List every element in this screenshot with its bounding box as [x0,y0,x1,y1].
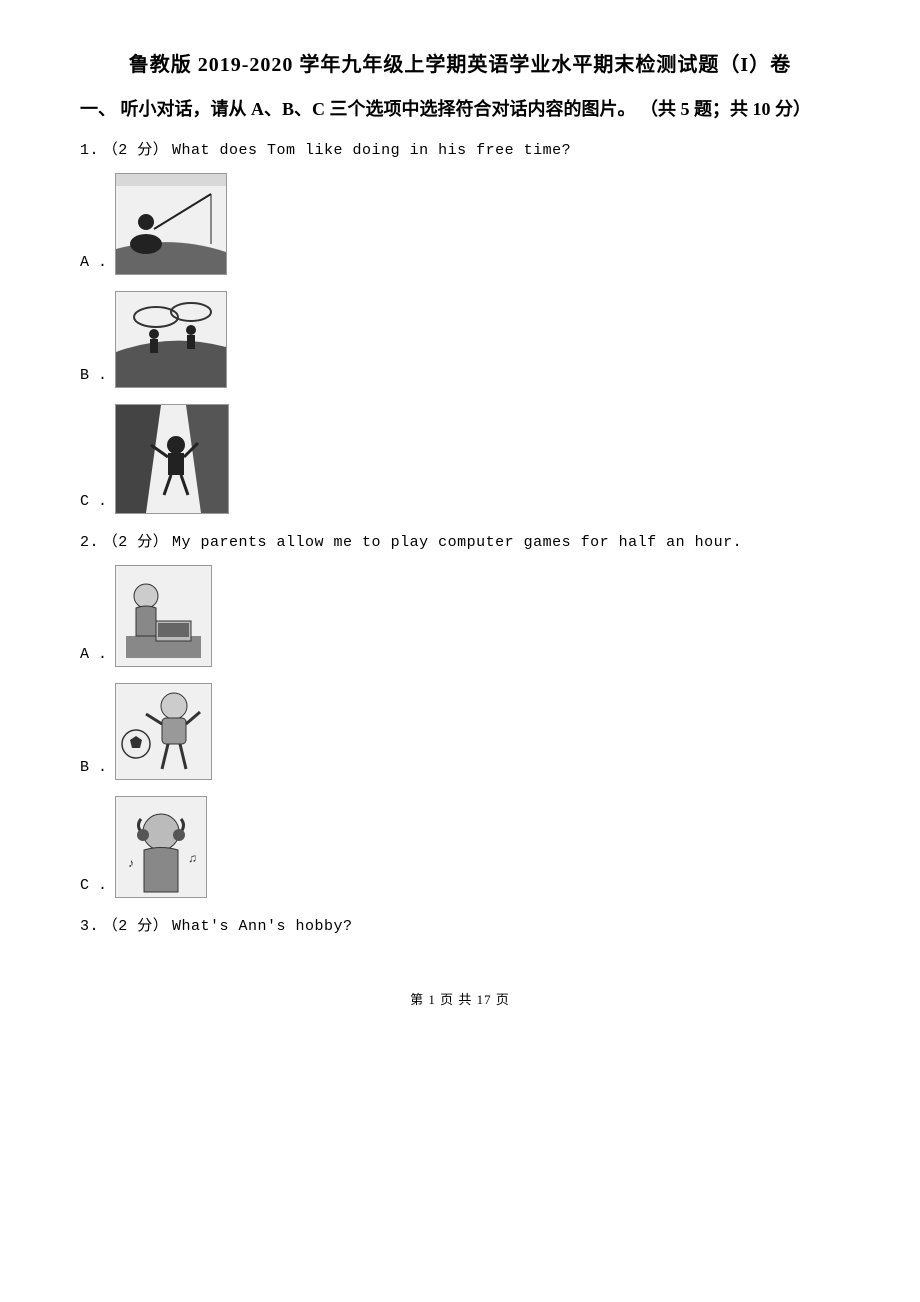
fishing-image [115,173,227,275]
section-instruction: 听小对话，请从 A、B、C 三个选项中选择符合对话内容的图片。 [121,99,636,119]
jumprope-image [115,291,227,388]
q1-option-a: A . [80,173,840,275]
section-heading: 一、 听小对话，请从 A、B、C 三个选项中选择符合对话内容的图片。 （共 5 … [80,95,840,124]
q2-text: My parents allow me to play computer gam… [172,534,742,551]
option-label: B . [80,367,107,388]
q2-option-b: B . [80,683,840,780]
soccer-image [115,683,212,780]
option-label: C . [80,493,107,514]
computer-image [115,565,212,667]
q2-option-a: A . [80,565,840,667]
q1-points: （2 分） [103,142,169,159]
option-label: B . [80,759,107,780]
exam-title: 鲁教版 2019-2020 学年九年级上学期英语学业水平期末检测试题（I）卷 [80,48,840,77]
page-footer: 第 1 页 共 17 页 [80,989,840,1008]
q2-option-c: C . ♪ ♫ [80,796,840,898]
section-scoring: （共 5 题；共 10 分） [640,99,811,119]
q1-option-c: C . [80,404,840,514]
q3-text: What's Ann's hobby? [172,918,353,935]
climbing-image [115,404,229,514]
exam-page: 鲁教版 2019-2020 学年九年级上学期英语学业水平期末检测试题（I）卷 一… [0,0,920,1038]
option-label: A . [80,646,107,667]
q2-points: （2 分） [103,534,169,551]
svg-text:♫: ♫ [188,851,197,865]
q1-option-b: B . [80,291,840,388]
option-label: A . [80,254,107,275]
q2-num: 2. [80,534,99,551]
question-3: 3. （2 分） What's Ann's hobby? [80,914,840,939]
q1-num: 1. [80,142,99,159]
option-label: C . [80,877,107,898]
q1-text: What does Tom like doing in his free tim… [172,142,571,159]
q3-num: 3. [80,918,99,935]
section-number: 一、 [80,99,116,119]
question-2: 2. （2 分） My parents allow me to play com… [80,530,840,555]
svg-text:♪: ♪ [128,856,134,870]
music-image: ♪ ♫ [115,796,207,898]
question-1: 1. （2 分） What does Tom like doing in his… [80,138,840,163]
q3-points: （2 分） [103,918,169,935]
